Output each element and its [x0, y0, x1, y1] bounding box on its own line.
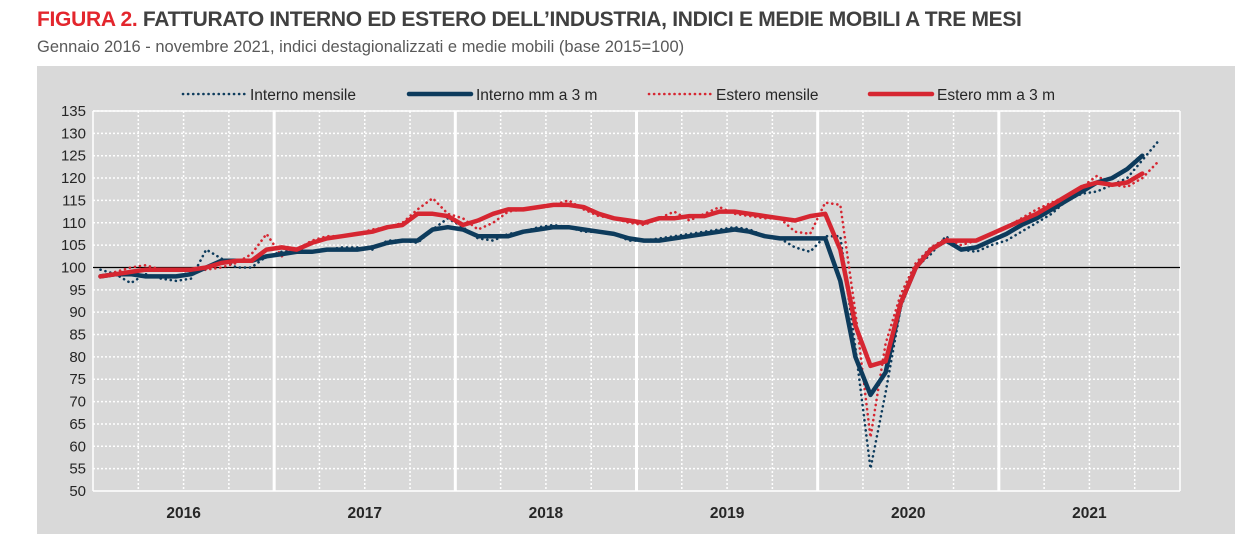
y-tick-label: 80: [69, 349, 86, 366]
y-tick-label: 105: [61, 237, 86, 254]
y-tick-label: 115: [62, 192, 86, 209]
x-year-label: 2019: [710, 505, 745, 522]
y-tick-label: 55: [69, 461, 86, 478]
y-tick-label: 70: [69, 394, 86, 411]
y-tick-label: 110: [62, 215, 86, 232]
legend-label: Estero mensile: [716, 87, 819, 104]
y-tick-label: 130: [61, 125, 86, 142]
y-tick-label: 95: [69, 282, 86, 299]
y-tick-label: 125: [61, 148, 86, 165]
x-year-label: 2020: [891, 505, 925, 522]
series-line-estero-mm-a-3-m: [98, 171, 1145, 369]
x-year-label: 2017: [348, 505, 382, 522]
legend-label: Estero mm a 3 m: [937, 87, 1055, 104]
chart-subtitle: Gennaio 2016 - novembre 2021, indici des…: [37, 38, 685, 56]
series-line-interno-mm-a-3-m: [98, 153, 1145, 398]
legend-label: Interno mensile: [250, 87, 356, 104]
y-tick-label: 65: [69, 416, 86, 433]
y-tick-label: 100: [61, 259, 86, 276]
x-year-label: 2021: [1072, 505, 1107, 522]
y-tick-label: 50: [69, 483, 86, 500]
y-tick-label: 90: [69, 304, 86, 321]
x-year-label: 2016: [166, 505, 201, 522]
y-tick-label: 75: [69, 371, 86, 388]
y-tick-label: 135: [61, 103, 86, 120]
figure-label: FIGURA 2.: [37, 8, 138, 31]
legend-label: Interno mm a 3 m: [476, 87, 597, 104]
y-tick-label: 85: [69, 327, 86, 344]
chart-title: FIGURA 2. FATTURATO INTERNO ED ESTERO DE…: [37, 8, 1022, 32]
y-tick-label: 60: [69, 438, 86, 455]
title-text: FATTURATO INTERNO ED ESTERO DELL’INDUSTR…: [137, 8, 1022, 31]
x-year-label: 2018: [529, 505, 564, 522]
y-tick-label: 120: [61, 170, 86, 187]
